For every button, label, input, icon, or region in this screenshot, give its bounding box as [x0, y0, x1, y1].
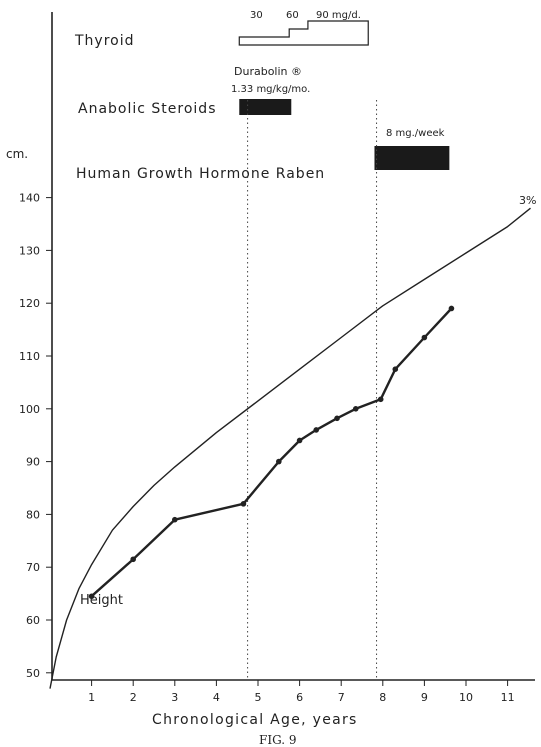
height-data-point: [88, 593, 95, 600]
axis-ticks: 1 2 3 4 5 6 7 8 9 10 11 50 60 70 80 90 100 110 120 130 140: [19, 192, 515, 704]
height-data-point: [276, 458, 282, 465]
y-tick-label: 110: [19, 350, 40, 363]
figure-caption: FIG. 9: [259, 733, 297, 747]
x-tick-label: 10: [459, 691, 473, 704]
x-tick-label: 4: [213, 691, 220, 704]
hgh-label: Human Growth Hormone Raben: [76, 166, 325, 182]
plot-area: [49, 207, 531, 689]
x-tick-label: 9: [421, 691, 428, 704]
y-tick-label: 90: [26, 456, 40, 469]
height-data-point: [130, 556, 136, 563]
height-data-point: [392, 366, 399, 373]
anabolic-steroids-label: Anabolic Steroids: [78, 101, 216, 117]
x-tick-label: 2: [130, 691, 137, 704]
x-tick-label: 5: [255, 691, 262, 704]
reference-lines: [247, 100, 378, 680]
y-tick-label: 70: [26, 561, 40, 574]
x-tick-label: 6: [296, 691, 303, 704]
height-data-point: [334, 415, 340, 422]
x-tick-label: 3: [171, 691, 178, 704]
thyroid-dose-30: 30: [250, 10, 263, 21]
y-tick-label: 130: [19, 244, 40, 257]
height-series-line: [90, 307, 453, 598]
durabolin-label: Durabolin ®: [234, 65, 302, 78]
treatment-panel: Thyroid 30 60 90 mg/d. Durabolin ® 1.33 …: [74, 10, 450, 182]
y-tick-label: 50: [26, 667, 40, 680]
y-tick-label: 140: [19, 192, 40, 205]
thyroid-dose-60: 60: [286, 10, 299, 21]
anabolic-steroids-bar: [239, 99, 292, 115]
height-data-point: [296, 437, 303, 444]
x-tick-label: 8: [379, 691, 386, 704]
height-data-point: [352, 406, 359, 412]
thyroid-dose-steps: [238, 20, 369, 46]
height-data-point: [313, 427, 320, 433]
percentile-3-series-line: [49, 207, 531, 689]
height-series-label: Height: [80, 593, 123, 608]
y-unit-label: cm.: [6, 147, 28, 161]
x-tick-label: 1: [88, 691, 95, 704]
y-tick-label: 100: [19, 403, 40, 416]
hgh-dose-label: 8 mg./week: [386, 128, 445, 139]
thyroid-label: Thyroid: [74, 33, 135, 49]
thyroid-dose-90: 90 mg/d.: [316, 10, 361, 21]
x-tick-label: 11: [501, 691, 515, 704]
x-tick-label: 7: [338, 691, 345, 704]
height-data-point: [448, 305, 455, 312]
y-tick-label: 60: [26, 614, 40, 627]
height-data-point: [240, 501, 247, 507]
y-tick-label: 80: [26, 508, 40, 521]
hgh-bar: [374, 146, 450, 170]
y-tick-label: 120: [19, 297, 40, 310]
height-data-point: [172, 516, 178, 523]
anabolic-dose-label: 1.33 mg/kg/mo.: [231, 84, 310, 95]
height-data-point: [421, 334, 428, 341]
x-axis-title: Chronological Age, years: [152, 712, 358, 728]
percentile-series-label: 3%: [519, 194, 536, 207]
height-data-point: [377, 396, 384, 403]
